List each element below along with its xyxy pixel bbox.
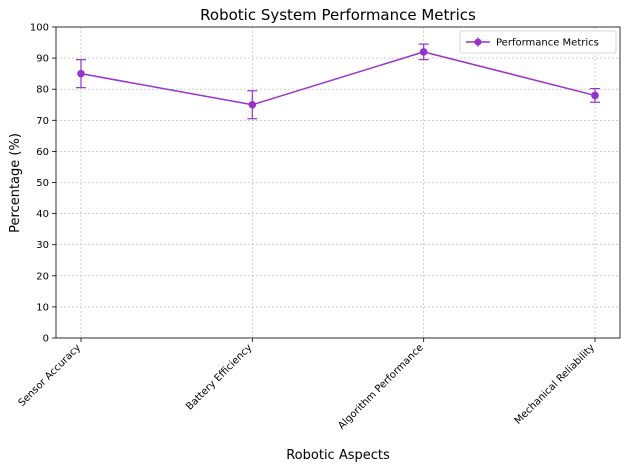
data-point	[591, 91, 599, 100]
y-tick-label: 90	[36, 54, 49, 65]
y-tick-label: 50	[36, 178, 49, 189]
grid-layer	[56, 26, 620, 339]
y-axis-title: Percentage (%)	[8, 133, 23, 233]
legend: Performance Metrics	[459, 30, 617, 54]
y-tick-label: 20	[36, 271, 49, 282]
legend-marker	[474, 38, 482, 46]
data-point	[248, 100, 257, 109]
legend-label: Performance Metrics	[496, 38, 599, 49]
y-tick-label: 80	[36, 85, 49, 96]
series-line	[80, 51, 596, 106]
y-tick-label: 0	[43, 334, 49, 345]
x-tick-label: Algorithm Performance	[336, 342, 425, 431]
data-layer	[76, 43, 600, 120]
y-tick-label: 60	[36, 147, 49, 158]
y-tick-label: 100	[30, 23, 49, 34]
y-tick-label: 30	[36, 240, 49, 251]
x-tick-label: Mechanical Reliability	[513, 342, 597, 426]
legend-box	[459, 30, 617, 54]
plot-frame	[55, 26, 621, 339]
y-tick-label: 10	[36, 302, 49, 313]
y-tick-label: 40	[36, 209, 49, 220]
y-tick-label: 70	[36, 116, 49, 127]
x-axis-title: Robotic Aspects	[286, 448, 390, 463]
data-point	[77, 69, 85, 78]
x-tick-label: Sensor Accuracy	[17, 342, 84, 409]
x-tick-label: Battery Efficiency	[184, 342, 254, 412]
chart-title: Robotic System Performance Metrics	[200, 6, 476, 24]
data-point	[419, 48, 428, 56]
